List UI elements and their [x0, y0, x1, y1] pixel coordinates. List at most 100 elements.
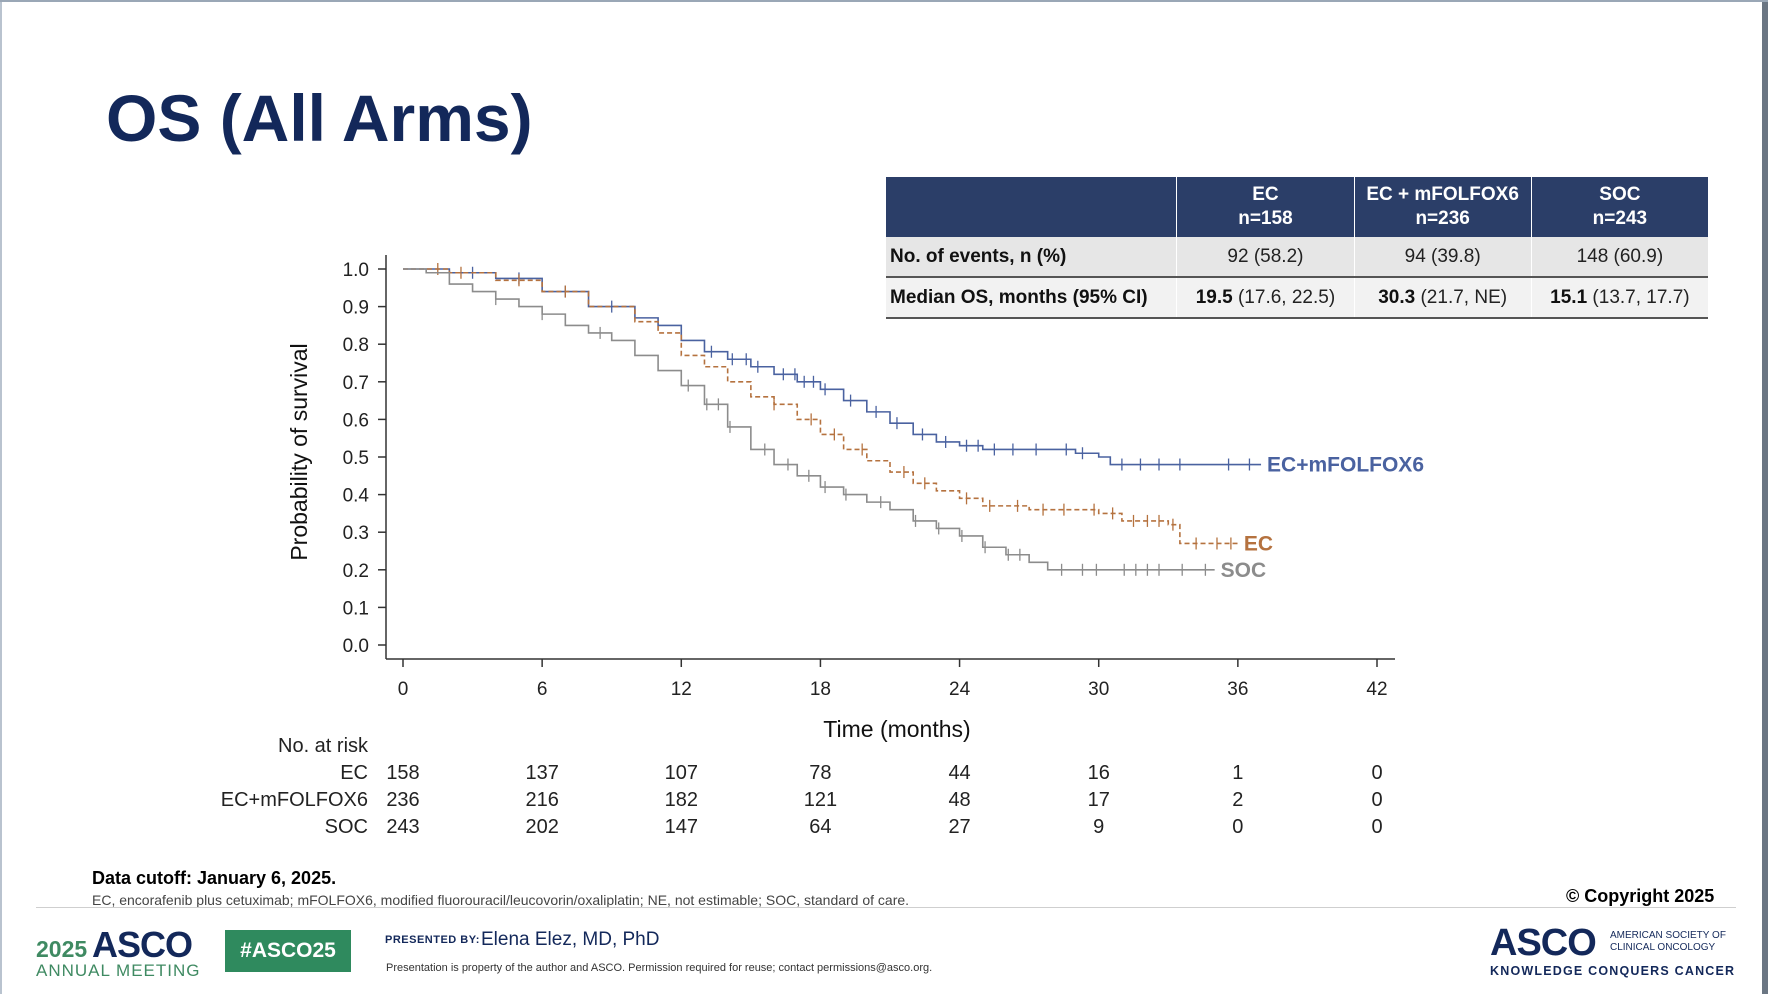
summary-table: EC n=158 EC + mFOLFOX6 n=236 SOC n=243 No. …	[886, 177, 1708, 319]
median-soc-ci: (13.7, 17.7)	[1592, 286, 1690, 308]
risk-count: 121	[803, 789, 838, 811]
risk-count: 137	[525, 762, 559, 784]
x-tick-label: 12	[671, 679, 692, 700]
summary-header-blank	[886, 177, 1177, 237]
curve-label-ec: EC	[1244, 532, 1273, 555]
risk-row-label: SOC	[324, 816, 368, 838]
events-label: No. of events, n (%)	[886, 237, 1177, 278]
median-ec-mfolfox6-ci: (21.7, NE)	[1420, 286, 1508, 308]
risk-count: 16	[1087, 762, 1110, 784]
summary-header-soc-name: SOC	[1599, 184, 1641, 205]
slide-right-edge	[1762, 2, 1768, 994]
y-tick-label: 0.0	[343, 636, 369, 657]
median-soc: 15.1 (13.7, 17.7)	[1530, 277, 1708, 319]
summary-median-row: Median OS, months (95% CI) 19.5 (17.6, 2…	[886, 277, 1708, 319]
x-tick-label: 24	[949, 679, 971, 700]
curve-label-ec-mfolfox6: EC+mFOLFOX6	[1267, 454, 1424, 477]
risk-count: 0	[1371, 762, 1383, 784]
y-axis-label: Probability of survival	[286, 343, 312, 560]
series-line-ec	[403, 268, 1238, 545]
risk-row-label: EC+mFOLFOX6	[220, 789, 368, 811]
presented-by-label: PRESENTED BY:	[385, 934, 480, 946]
risk-count: 202	[525, 816, 559, 838]
summary-header-row: EC n=158 EC + mFOLFOX6 n=236 SOC n=243	[886, 177, 1708, 237]
median-ec-mfolfox6: 30.3 (21.7, NE)	[1353, 277, 1532, 319]
risk-count: 64	[809, 816, 832, 838]
x-tick-label: 0	[398, 679, 409, 700]
median-ec-mfolfox6-value: 30.3	[1378, 286, 1416, 308]
data-cutoff-note: Data cutoff: January 6, 2025.	[92, 868, 337, 888]
median-label: Median OS, months (95% CI)	[886, 277, 1177, 319]
risk-count: 0	[1232, 816, 1244, 838]
y-tick-label: 0.1	[343, 598, 369, 619]
summary-header-ec-n: n=158	[1238, 208, 1293, 229]
curve-label-soc: SOC	[1221, 559, 1267, 582]
slide-left-edge	[0, 2, 2, 994]
median-ec-value: 19.5	[1195, 286, 1233, 308]
y-tick-label: 0.3	[343, 523, 369, 544]
risk-count: 147	[664, 816, 698, 838]
median-ec: 19.5 (17.6, 22.5)	[1176, 277, 1355, 319]
org-tagline: KNOWLEDGE CONQUERS CANCER	[1490, 964, 1736, 978]
risk-count: 0	[1371, 816, 1383, 838]
asco-annual-meeting-logo: 2025 ASCO ANNUAL MEETING	[36, 924, 200, 980]
summary-header-ec-mfolfox6: EC + mFOLFOX6 n=236	[1353, 177, 1532, 237]
y-tick-label: 0.6	[343, 410, 369, 431]
risk-count: 2	[1232, 789, 1244, 811]
summary-header-soc: SOC n=243	[1530, 177, 1708, 237]
hashtag-badge: #ASCO25	[225, 930, 351, 972]
summary-header-ec-name: EC	[1252, 184, 1279, 205]
risk-count: 17	[1087, 789, 1110, 811]
risk-count: 107	[664, 762, 698, 784]
summary-header-ec-mfolfox6-name: EC + mFOLFOX6	[1366, 184, 1519, 205]
y-tick-label: 0.7	[343, 373, 369, 394]
median-ec-ci: (17.6, 22.5)	[1237, 286, 1336, 308]
x-tick-label: 36	[1227, 679, 1248, 700]
y-tick-label: 0.5	[343, 448, 369, 469]
risk-count: 1	[1232, 762, 1244, 784]
median-soc-value: 15.1	[1550, 286, 1588, 308]
series-line-ec-mfolfox6	[403, 268, 1262, 466]
meeting-brand: ASCO	[92, 924, 193, 965]
meeting-subtitle: ANNUAL MEETING	[36, 961, 201, 980]
risk-count: 9	[1093, 816, 1105, 838]
copyright-note: © Copyright 2025	[1566, 886, 1715, 906]
summary-header-soc-n: n=243	[1592, 208, 1648, 229]
slide-title: OS (All Arms)	[106, 81, 533, 155]
events-ec: 92 (58.2)	[1176, 237, 1355, 278]
risk-table-title: No. at risk	[278, 735, 369, 757]
y-tick-label: 0.9	[343, 298, 369, 319]
series-line-soc	[403, 268, 1215, 571]
y-tick-label: 0.8	[343, 335, 369, 356]
risk-count: 44	[948, 762, 971, 784]
y-tick-label: 1.0	[343, 260, 369, 281]
risk-count: 216	[525, 789, 559, 811]
risk-count: 236	[386, 789, 420, 811]
summary-header-ec-mfolfox6-n: n=236	[1415, 208, 1470, 229]
risk-count: 27	[948, 816, 971, 838]
risk-count: 48	[948, 789, 971, 811]
x-tick-label: 42	[1366, 679, 1387, 700]
x-tick-label: 6	[537, 679, 548, 700]
risk-count: 243	[386, 816, 420, 838]
risk-count: 182	[664, 789, 698, 811]
x-tick-label: 30	[1088, 679, 1109, 700]
summary-events-row: No. of events, n (%) 92 (58.2) 94 (39.8)…	[886, 237, 1708, 278]
summary-header-ec: EC n=158	[1176, 177, 1355, 237]
risk-count: 158	[386, 762, 420, 784]
property-note: Presentation is property of the author a…	[386, 962, 933, 974]
footer-divider	[36, 907, 1736, 908]
meeting-year: 2025	[36, 936, 88, 962]
risk-count: 0	[1371, 789, 1383, 811]
x-axis-label: Time (months)	[823, 716, 970, 742]
y-tick-label: 0.4	[343, 486, 370, 507]
presenter-name: Elena Elez, MD, PhD	[481, 929, 660, 950]
events-soc: 148 (60.9)	[1530, 237, 1708, 278]
x-tick-label: 18	[810, 679, 831, 700]
risk-count: 78	[809, 762, 832, 784]
risk-row-label: EC	[340, 762, 368, 784]
org-brand: ASCO	[1490, 922, 1597, 964]
org-name: AMERICAN SOCIETY OF CLINICAL ONCOLOGY	[1610, 930, 1726, 953]
